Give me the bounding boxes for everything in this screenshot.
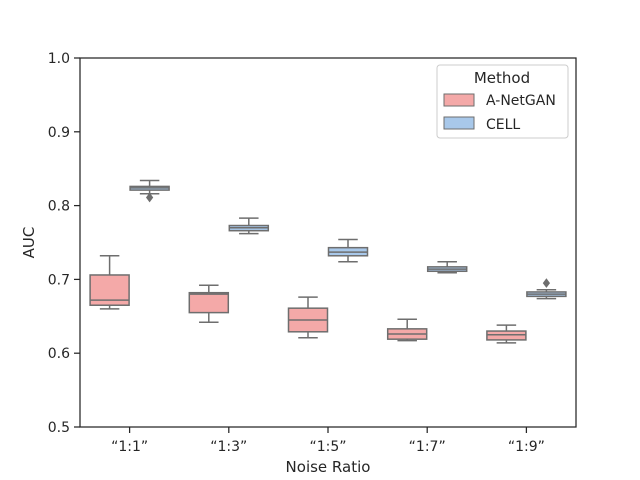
legend-swatch-a-netgan (443, 93, 475, 107)
legend-label-a-netgan: A-NetGAN (486, 93, 556, 109)
legend-label-cell: CELL (486, 117, 520, 133)
legend: Method A-NetGAN CELL (436, 64, 569, 139)
box-cell-2 (228, 217, 270, 235)
y-tick-label: 0.9 (48, 125, 70, 141)
legend-title: Method (474, 69, 530, 87)
box-cell-5 (526, 278, 567, 300)
x-tick-label: “1:7” (409, 439, 446, 455)
y-tick-label: 1.0 (48, 51, 70, 67)
x-tick-label: “1:3” (210, 439, 247, 455)
y-tick-label: 0.7 (48, 272, 70, 288)
y-axis: 0.5 0.6 0.7 0.8 0.9 1.0 (48, 51, 80, 436)
box-a-netgan-4 (386, 318, 428, 342)
x-tick-label: “1:9” (508, 439, 545, 455)
box-iqr (188, 291, 230, 314)
x-tick-label: “1:1” (111, 439, 148, 455)
x-tick-label: “1:5” (309, 439, 346, 455)
box-cell-3 (327, 238, 369, 263)
y-tick-label: 0.5 (48, 420, 70, 436)
box-a-netgan-2 (188, 284, 230, 323)
x-axis-title: Noise Ratio (286, 458, 371, 476)
y-tick-label: 0.6 (48, 346, 70, 362)
outlier-marker (145, 192, 154, 203)
box-cell-4 (426, 260, 468, 274)
y-tick-label: 0.8 (48, 199, 70, 215)
x-axis: “1:1” “1:3” “1:5” “1:7” “1:9” (111, 427, 545, 455)
box-groups (89, 179, 567, 344)
box-a-netgan-1 (89, 255, 130, 310)
legend-swatch-cell (443, 116, 475, 130)
box-a-netgan-5 (486, 324, 527, 344)
outlier-marker (542, 278, 551, 288)
box-a-netgan-3 (287, 296, 329, 339)
y-axis-title: AUC (20, 227, 38, 259)
box-cell-1 (129, 179, 170, 203)
